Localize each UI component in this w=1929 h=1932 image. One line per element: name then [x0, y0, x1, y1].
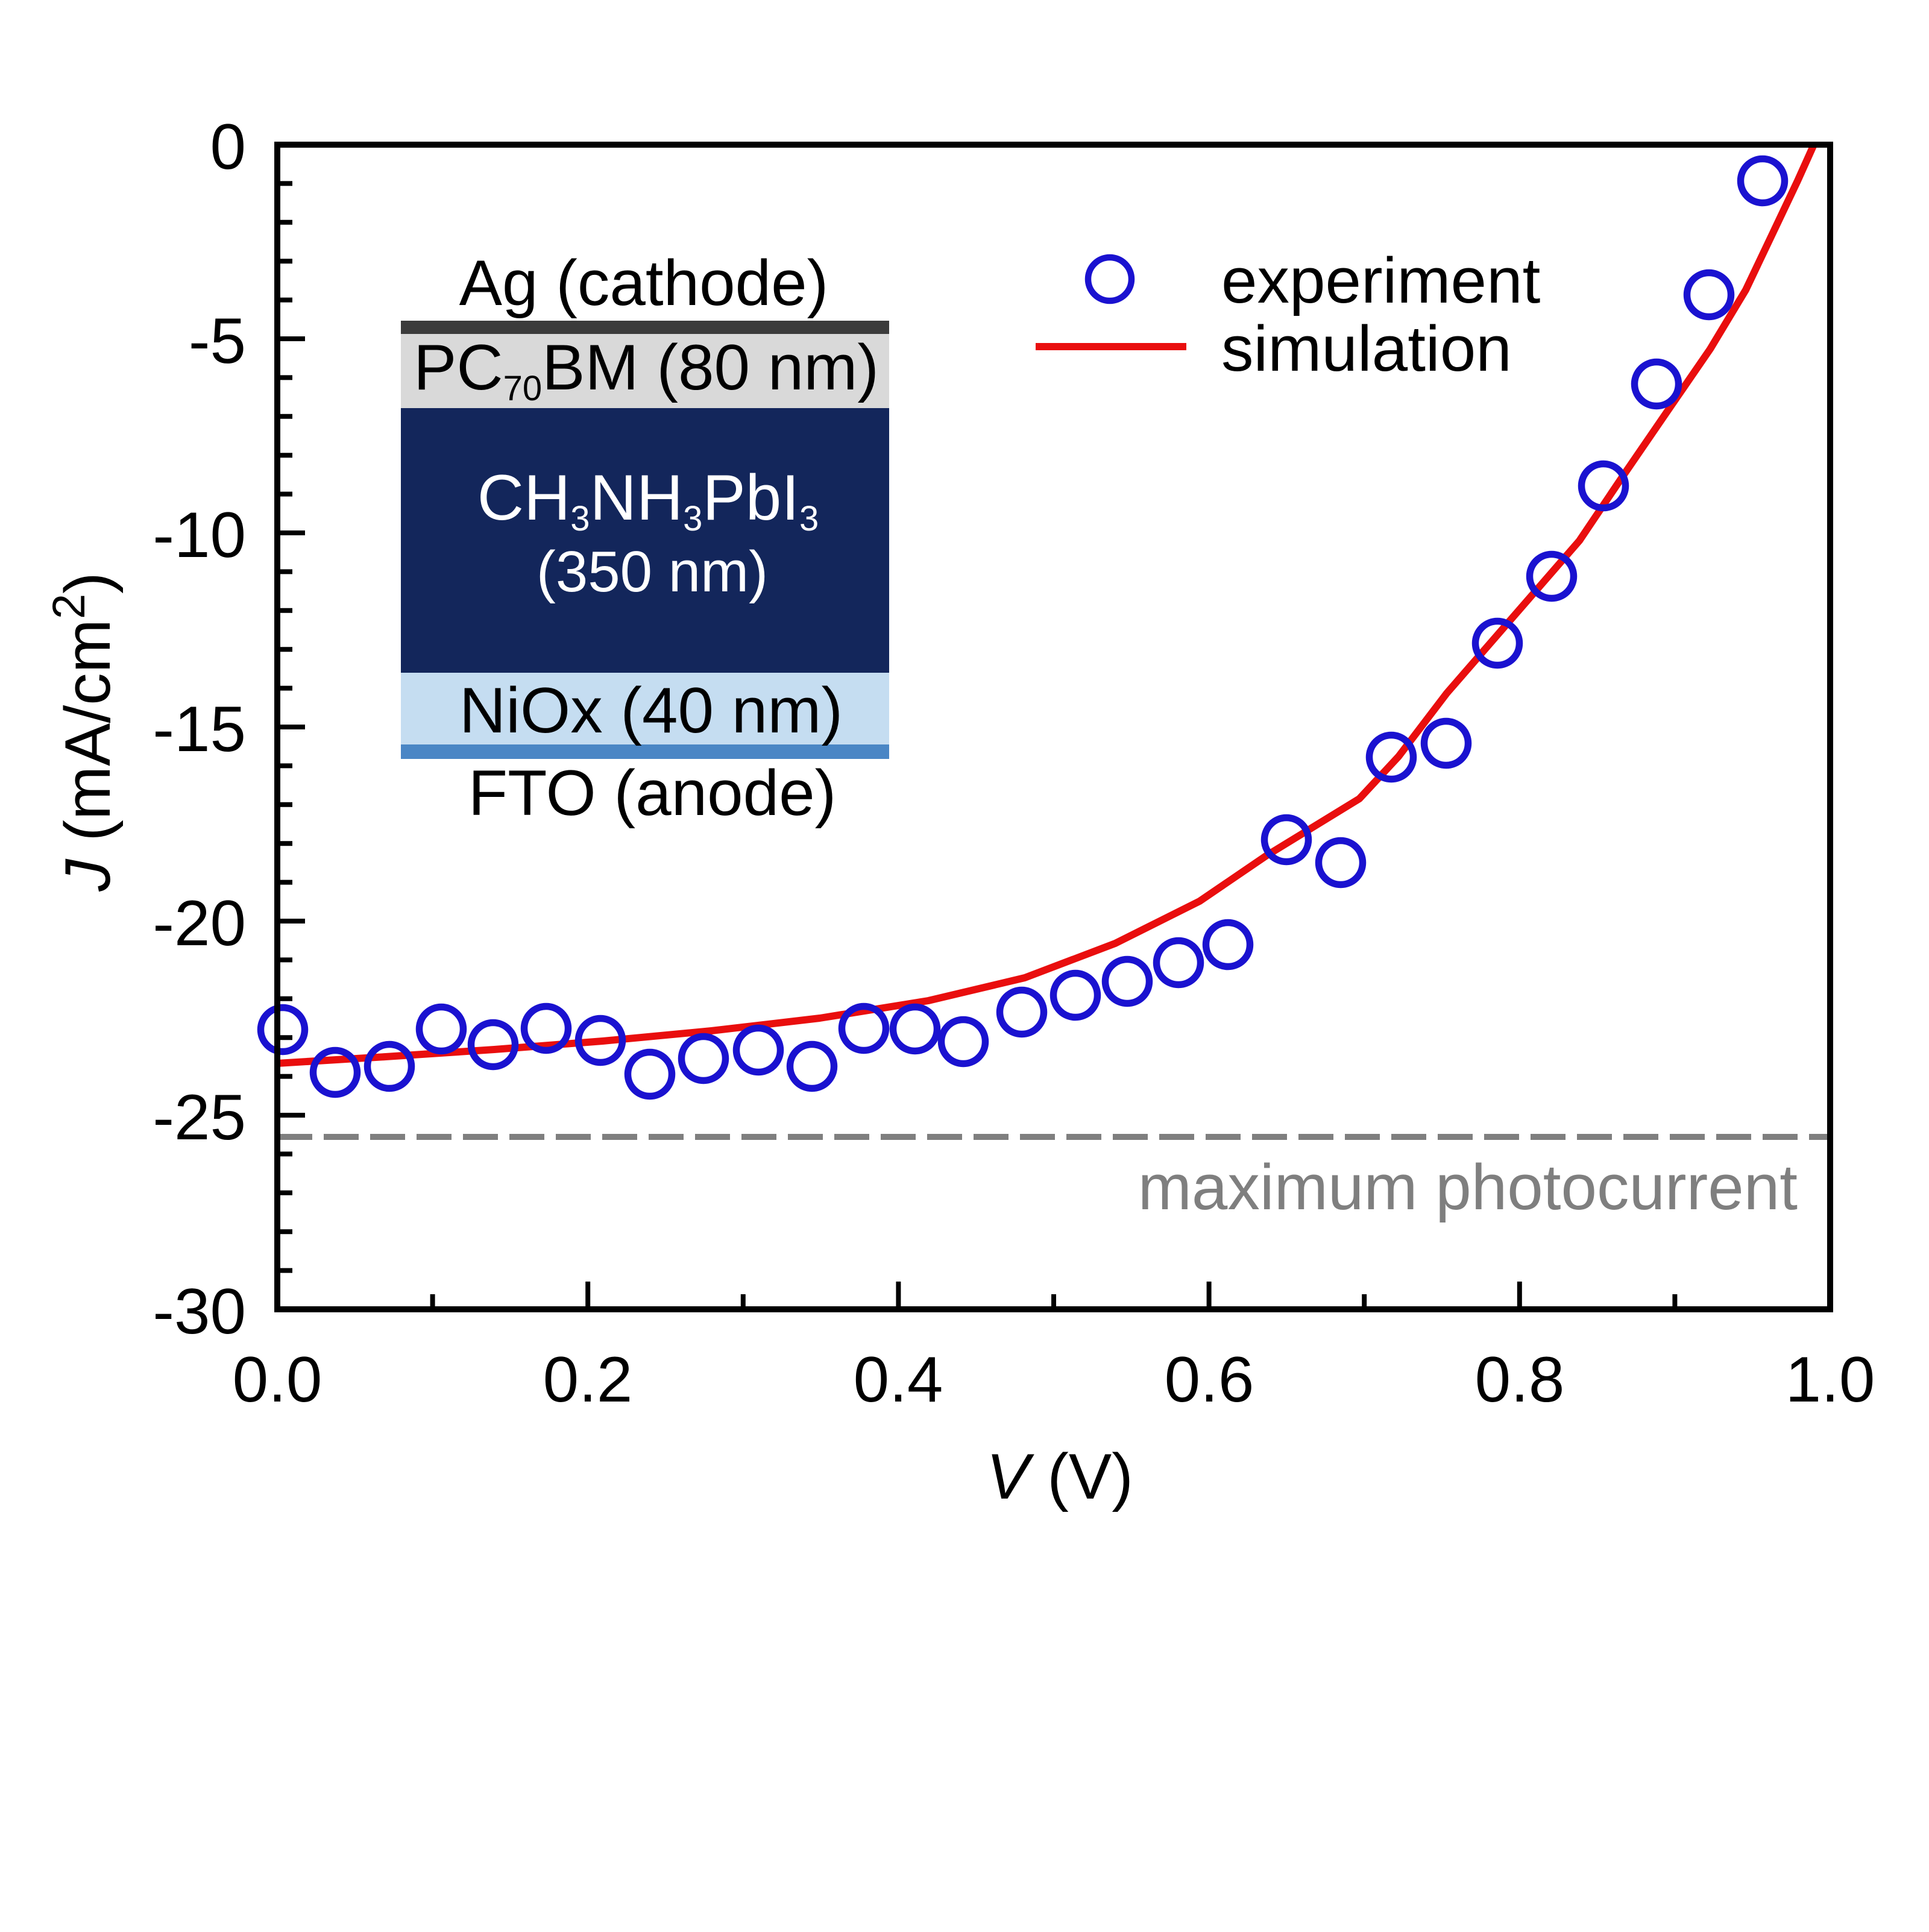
svg-text:simulation: simulation: [1221, 312, 1512, 385]
svg-text:J (mA/cm2): J (mA/cm2): [43, 572, 124, 892]
svg-text:-5: -5: [189, 304, 246, 377]
svg-text:0.6: 0.6: [1165, 1343, 1254, 1415]
svg-text:-15: -15: [153, 693, 246, 765]
svg-text:-25: -25: [153, 1081, 246, 1153]
svg-text:0.4: 0.4: [854, 1343, 943, 1415]
svg-text:-20: -20: [153, 887, 246, 959]
svg-text:FTO (anode): FTO (anode): [468, 757, 837, 829]
svg-text:0.0: 0.0: [233, 1343, 323, 1415]
svg-text:V (V): V (V): [986, 1440, 1133, 1512]
svg-text:Ag (cathode): Ag (cathode): [459, 247, 829, 319]
svg-text:0.8: 0.8: [1475, 1343, 1565, 1415]
svg-text:0: 0: [210, 110, 246, 183]
svg-text:(350 nm): (350 nm): [537, 540, 768, 604]
svg-text:CH3NH3PbI3: CH3NH3PbI3: [477, 461, 819, 538]
svg-text:0.2: 0.2: [543, 1343, 633, 1415]
svg-text:-30: -30: [153, 1275, 246, 1347]
svg-text:maximum photocurrent: maximum photocurrent: [1138, 1151, 1798, 1223]
svg-text:1.0: 1.0: [1786, 1343, 1875, 1415]
svg-text:NiOx (40 nm): NiOx (40 nm): [459, 674, 843, 746]
svg-text:PC70BM (80 nm): PC70BM (80 nm): [414, 331, 879, 408]
svg-text:experiment: experiment: [1221, 244, 1540, 316]
svg-text:-10: -10: [153, 499, 246, 571]
